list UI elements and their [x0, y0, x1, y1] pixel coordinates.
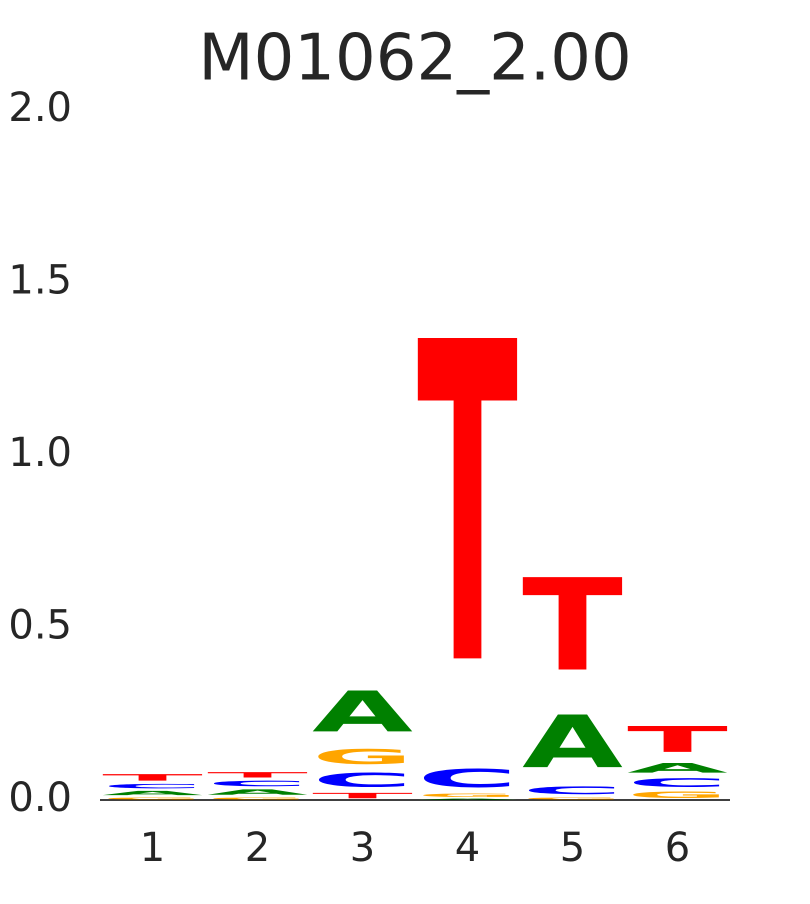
x-tick-label: 6	[665, 825, 690, 871]
logo-letter: T	[207, 771, 308, 780]
y-tick-label: 0.5	[8, 603, 72, 649]
logo-letter: A	[207, 788, 308, 797]
logo-letter: A	[102, 790, 203, 797]
x-tick-label: 3	[350, 825, 375, 871]
logo-letter: G	[417, 793, 518, 798]
y-tick-label: 0.0	[8, 775, 72, 821]
logo-letter: A	[522, 700, 623, 784]
logo-letter: C	[312, 769, 413, 791]
logo-letter: G	[312, 745, 413, 769]
y-tick-label: 1.5	[8, 258, 72, 304]
x-tick-label: 1	[140, 825, 165, 871]
logo-letter: T	[417, 252, 519, 763]
x-tick-label: 2	[245, 825, 270, 871]
logo-letter: G	[627, 790, 728, 800]
y-tick-label: 1.0	[8, 430, 72, 476]
logo-letter: A	[312, 679, 413, 744]
x-tick-label: 4	[455, 825, 480, 871]
logo-letter: T	[522, 553, 623, 700]
logo-letter: G	[102, 797, 203, 800]
logo-letter: A	[627, 760, 728, 775]
logo-letter: T	[312, 791, 413, 800]
logo-letter: C	[627, 776, 728, 790]
logo-letter: A	[417, 798, 518, 800]
logo-letter: G	[207, 797, 308, 800]
logo-letter: T	[627, 719, 728, 760]
logo-letter: C	[102, 783, 203, 790]
x-tick-label: 5	[560, 825, 585, 871]
logo-letter: T	[102, 772, 203, 782]
chart-title: M01062_2.00	[198, 22, 631, 96]
logo-letter: C	[417, 764, 518, 793]
logo-letter: G	[522, 797, 623, 800]
logo-letter: C	[522, 785, 623, 797]
logo-letter: C	[207, 779, 308, 788]
y-tick-label: 2.0	[8, 85, 72, 131]
